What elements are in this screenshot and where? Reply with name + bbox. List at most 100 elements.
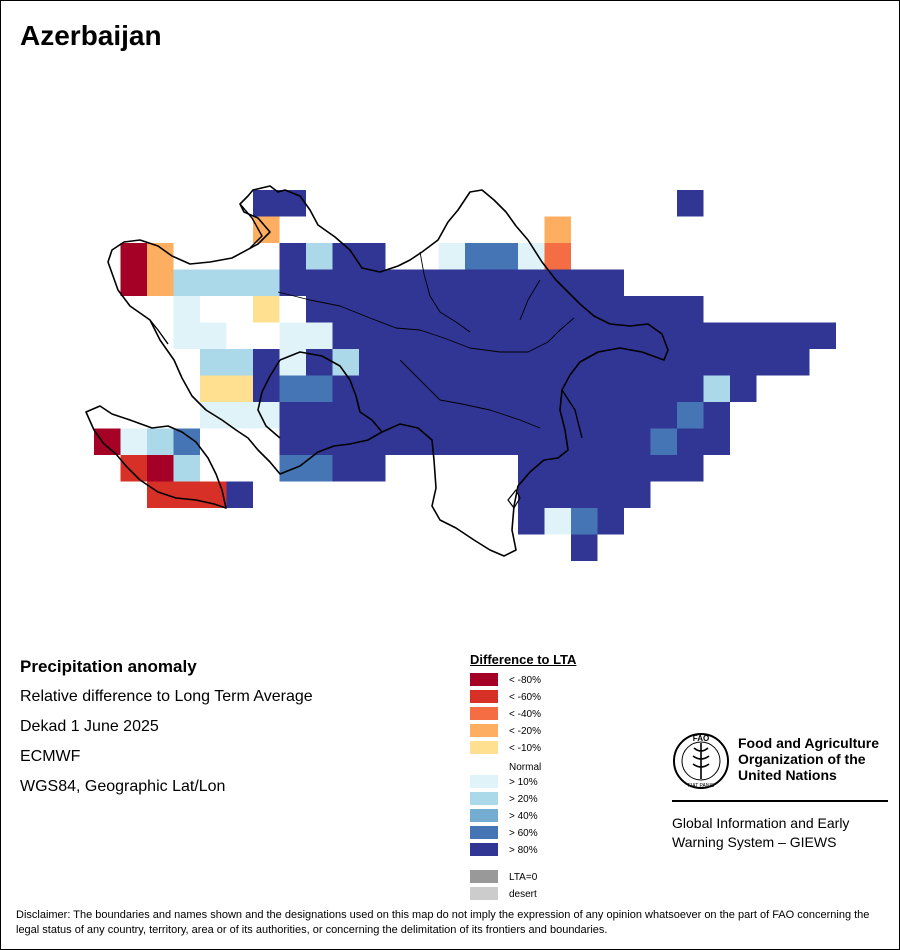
grid-cell <box>544 322 571 349</box>
grid-cell <box>438 243 465 270</box>
grid-cell <box>783 322 810 349</box>
grid-cell <box>253 216 280 243</box>
grid-cell <box>730 375 757 402</box>
legend-label: > 40% <box>509 811 538 822</box>
grid-cell <box>120 243 147 270</box>
grid-cell <box>226 269 253 296</box>
grid-cell <box>226 375 253 402</box>
legend-swatch <box>470 775 498 788</box>
grid-cell <box>518 243 545 270</box>
grid-cell <box>253 349 280 376</box>
external-border <box>149 203 583 439</box>
legend-swatch <box>470 826 498 839</box>
anomaly-map <box>85 185 836 561</box>
grid-cell <box>650 349 677 376</box>
grid-cell <box>332 349 359 376</box>
info-heading: Precipitation anomaly <box>20 657 197 676</box>
legend-label: < -40% <box>509 709 541 720</box>
grid-cell <box>571 428 598 455</box>
legend-label: < -80% <box>509 675 541 686</box>
legend-label: < -10% <box>509 743 541 754</box>
grid-cell <box>624 322 651 349</box>
grid-cell <box>332 322 359 349</box>
grid-cell <box>306 375 333 402</box>
grid-cell <box>597 269 624 296</box>
grid-cell <box>385 269 412 296</box>
grid-cell <box>253 243 280 270</box>
grid-cell <box>200 322 227 349</box>
internal-boundary-2 <box>419 251 541 333</box>
legend-swatch <box>470 673 498 686</box>
grid-cell <box>279 428 306 455</box>
grid-cell <box>306 402 333 429</box>
grid-cell <box>597 375 624 402</box>
grid-cell <box>571 534 598 561</box>
grid-cell <box>597 296 624 323</box>
fao-divider <box>672 800 888 802</box>
org-line-2: Organization of the <box>738 751 866 767</box>
grid-cell <box>809 322 836 349</box>
grid-cell <box>279 375 306 402</box>
grid-cell <box>279 322 306 349</box>
grid-cell <box>677 375 704 402</box>
grid-cell <box>120 269 147 296</box>
grid-cell <box>385 322 412 349</box>
grid-cell <box>544 216 571 243</box>
grid-cell <box>465 296 492 323</box>
grid-cell <box>491 349 518 376</box>
info-line-1: Relative difference to Long Term Average <box>20 688 313 705</box>
grid-cell <box>253 375 280 402</box>
grid-cell <box>412 375 439 402</box>
legend-item: < -40% <box>470 706 576 723</box>
grid-cell <box>571 402 598 429</box>
grid-cell <box>518 428 545 455</box>
info-line-2: Dekad 1 June 2025 <box>20 718 159 735</box>
map-info: Precipitation anomaly Relative differenc… <box>20 656 313 806</box>
grid-cell <box>173 269 200 296</box>
grid-cell <box>624 428 651 455</box>
legend-label: > 10% <box>509 777 538 788</box>
legend-label: LTA=0 <box>509 872 538 883</box>
grid-cell <box>438 296 465 323</box>
legend-label: > 80% <box>509 845 538 856</box>
grid-cell <box>624 481 651 508</box>
giews-line-2: Warning System – GIEWS <box>672 834 837 850</box>
grid-cell <box>332 402 359 429</box>
grid-cell <box>544 349 571 376</box>
grid-cell <box>703 322 730 349</box>
grid-cell <box>571 481 598 508</box>
grid-cell <box>677 455 704 482</box>
grid-cell <box>677 190 704 217</box>
grid-cell <box>226 296 253 323</box>
legend-swatch <box>470 724 498 737</box>
map-title: Azerbaijan <box>20 20 162 51</box>
grid-cell <box>306 455 333 482</box>
legend-item: > 80% <box>470 842 576 859</box>
grid-cell <box>571 375 598 402</box>
grid-cell <box>465 375 492 402</box>
grid-cell <box>730 322 757 349</box>
grid-cell <box>279 296 306 323</box>
legend-item: < -20% <box>470 723 576 740</box>
grid-cell <box>359 243 386 270</box>
grid-cell <box>147 481 174 508</box>
grid-cell <box>518 296 545 323</box>
nakhchivan-outline <box>85 405 227 509</box>
legend-swatch <box>470 707 498 720</box>
grid-cell <box>438 269 465 296</box>
grid-cell <box>465 349 492 376</box>
grid-cell <box>359 455 386 482</box>
legend-label: > 20% <box>509 794 538 805</box>
legend-label: desert <box>509 889 537 900</box>
grid-cell <box>624 402 651 429</box>
grid-cell <box>597 402 624 429</box>
grid-cell <box>279 190 306 217</box>
grid-cell <box>518 349 545 376</box>
grid-cell <box>703 375 730 402</box>
legend-spacer <box>470 859 576 869</box>
grid-cell <box>597 508 624 535</box>
grid-cell <box>173 455 200 482</box>
grid-cell <box>438 402 465 429</box>
grid-cell <box>253 190 280 217</box>
legend-item: < -10% <box>470 740 576 757</box>
